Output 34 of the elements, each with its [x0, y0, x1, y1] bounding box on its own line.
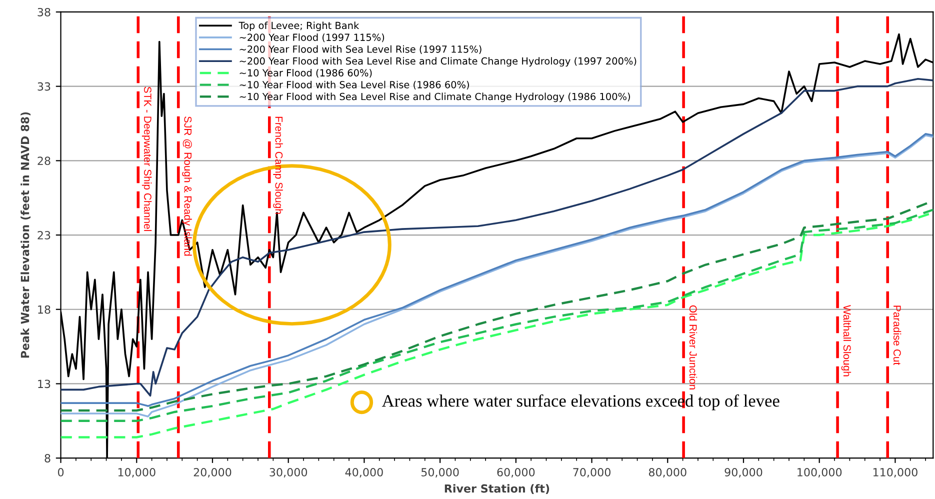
- y-tick-label: 23: [38, 231, 50, 240]
- legend-label: ~10 Year Flood with Sea Level Rise and Climate Change Hydrology (1986 100%): [240, 92, 630, 102]
- x-tick-label: 60,000: [497, 468, 535, 478]
- x-axis-title: River Station (ft): [444, 484, 550, 494]
- x-tick-label: 20,000: [194, 468, 232, 478]
- legend-label: ~10 Year Flood (1986 60%): [240, 68, 372, 78]
- x-tick-label: 0: [58, 468, 64, 476]
- ref-line-label: Walthall Slough: [841, 304, 852, 376]
- y-tick-label: 33: [38, 82, 50, 91]
- x-tick-label: 10,000: [118, 468, 156, 478]
- y-tick-label: 28: [38, 156, 50, 166]
- y-tick-label: 13: [38, 380, 50, 388]
- y-tick-label: 18: [38, 305, 50, 314]
- ref-line-label: Paradise Cut: [893, 306, 902, 366]
- legend-label: ~200 Year Flood (1997 115%): [240, 33, 384, 42]
- x-tick-label: 110,000: [873, 468, 918, 478]
- legend-label: ~200 Year Flood with Sea Level Rise (1997 115%): [240, 45, 482, 54]
- x-tick-label: 80,000: [648, 468, 686, 478]
- x-tick-label: 100,000: [798, 468, 842, 478]
- x-tick-label: 50,000: [421, 468, 459, 478]
- x-tick-label: 40,000: [345, 468, 383, 478]
- ref-line-label: French Camp Slough: [273, 116, 283, 214]
- ref-line-label: STK - Deepwater Ship Channel: [142, 86, 152, 231]
- legend-label: Top of Levee; Right Bank: [238, 22, 360, 32]
- y-tick-label: 8: [44, 454, 50, 462]
- ref-line-label: Old River Junction: [689, 305, 698, 390]
- legend-label: ~200 Year Flood with Sea Level Rise and Climate Change Hydrology (1997 200%): [240, 57, 636, 67]
- y-axis-title: Peak Water Elevation (feet in NAVD 88): [20, 112, 31, 358]
- x-tick-label: 90,000: [724, 468, 762, 478]
- y-tick-label: 38: [38, 8, 50, 16]
- x-tick-label: 30,000: [270, 468, 308, 478]
- legend-label: ~10 Year Flood with Sea Level Rise (1986 60%): [240, 80, 469, 90]
- x-tick-label: 70,000: [573, 468, 610, 478]
- ref-line-label: SJR @ Rough & Ready Island: [182, 116, 192, 256]
